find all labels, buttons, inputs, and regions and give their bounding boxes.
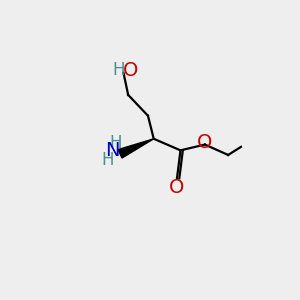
Text: O: O <box>123 61 138 80</box>
Text: H: H <box>112 61 125 79</box>
Text: O: O <box>169 178 185 197</box>
Text: O: O <box>197 133 213 152</box>
Text: H: H <box>109 134 122 152</box>
Text: N: N <box>105 141 119 160</box>
Text: H: H <box>101 151 113 169</box>
Polygon shape <box>118 139 154 158</box>
